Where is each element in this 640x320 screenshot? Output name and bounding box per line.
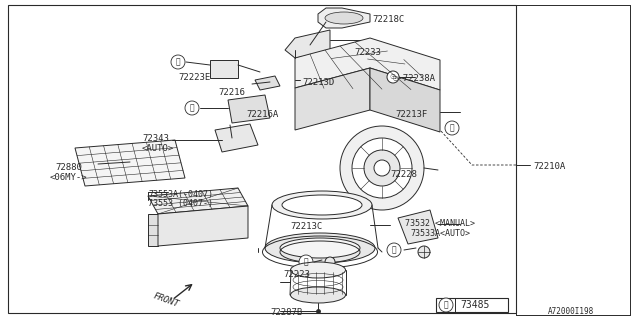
Text: 73485: 73485 <box>460 300 490 310</box>
Text: <AUTO>: <AUTO> <box>142 144 174 153</box>
Text: FRONT: FRONT <box>152 291 180 309</box>
Circle shape <box>299 255 313 269</box>
Ellipse shape <box>280 238 360 258</box>
Text: ①: ① <box>304 258 308 267</box>
Circle shape <box>325 257 335 267</box>
Circle shape <box>185 101 199 115</box>
Text: <06MY->: <06MY-> <box>50 173 88 182</box>
Text: 72213D: 72213D <box>302 78 334 87</box>
Text: ☉: ☉ <box>390 74 396 80</box>
Text: ①: ① <box>392 245 396 254</box>
Text: 72223E: 72223E <box>178 73 211 82</box>
Text: 73553 (0407-): 73553 (0407-) <box>148 199 213 208</box>
Circle shape <box>340 126 424 210</box>
Ellipse shape <box>325 12 363 24</box>
Text: 72213C: 72213C <box>290 222 323 231</box>
Text: ①: ① <box>189 103 195 113</box>
Circle shape <box>387 71 399 83</box>
Text: 72228: 72228 <box>390 170 417 179</box>
Ellipse shape <box>291 287 346 303</box>
Text: ①: ① <box>444 300 448 309</box>
Text: 72880: 72880 <box>55 163 82 172</box>
Text: A72000I198: A72000I198 <box>548 308 595 316</box>
Circle shape <box>387 243 401 257</box>
Circle shape <box>352 138 412 198</box>
Polygon shape <box>370 68 440 132</box>
Ellipse shape <box>282 195 362 215</box>
Polygon shape <box>75 140 185 186</box>
Polygon shape <box>318 8 370 28</box>
Ellipse shape <box>291 262 346 278</box>
Text: ①: ① <box>176 58 180 67</box>
Bar <box>8 5 516 313</box>
Polygon shape <box>295 68 370 130</box>
Circle shape <box>445 121 459 135</box>
Text: ☉-72238A: ☉-72238A <box>393 74 436 83</box>
Circle shape <box>418 246 430 258</box>
Polygon shape <box>148 214 158 246</box>
Text: 73533A<AUTO>: 73533A<AUTO> <box>410 229 470 238</box>
Circle shape <box>374 160 390 176</box>
Text: 72216A: 72216A <box>246 110 278 119</box>
Text: ①: ① <box>450 124 454 132</box>
Circle shape <box>364 150 400 186</box>
Polygon shape <box>215 124 258 152</box>
Text: 72216: 72216 <box>218 88 245 97</box>
Polygon shape <box>148 188 248 214</box>
Polygon shape <box>285 30 330 58</box>
Polygon shape <box>398 210 438 244</box>
Text: 73553A(-0407): 73553A(-0407) <box>148 190 213 199</box>
Ellipse shape <box>265 233 375 263</box>
Ellipse shape <box>272 191 372 219</box>
Polygon shape <box>158 206 248 246</box>
Circle shape <box>171 55 185 69</box>
Polygon shape <box>228 95 270 123</box>
Polygon shape <box>295 38 440 90</box>
Bar <box>436 298 508 312</box>
Text: 72223: 72223 <box>283 270 310 279</box>
Polygon shape <box>255 76 280 90</box>
Text: 72287B: 72287B <box>270 308 302 317</box>
Text: 72343: 72343 <box>142 134 169 143</box>
Text: 73532 <MANUAL>: 73532 <MANUAL> <box>405 219 475 228</box>
Text: 72210A: 72210A <box>533 162 565 171</box>
Bar <box>210 60 238 78</box>
Circle shape <box>439 298 453 312</box>
Text: 72233: 72233 <box>354 48 381 57</box>
Text: 72218C: 72218C <box>372 15 404 24</box>
Text: 72213F: 72213F <box>395 110 428 119</box>
